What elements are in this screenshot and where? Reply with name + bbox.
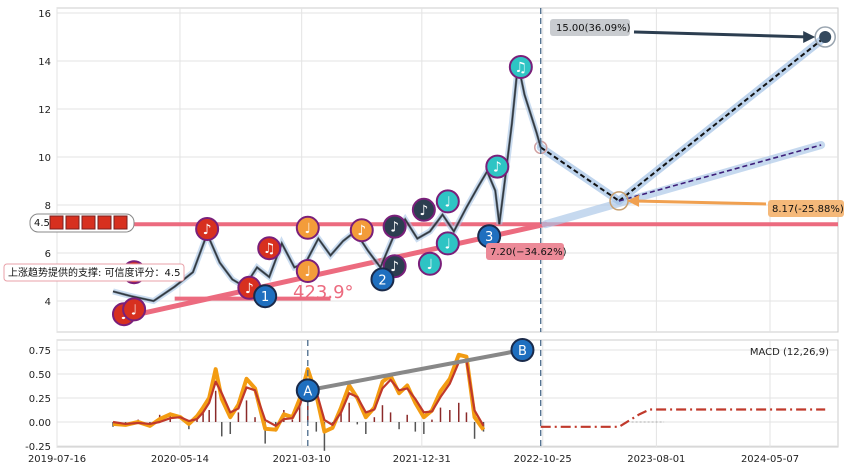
peak-marker (510, 338, 535, 362)
x-tick-label: 2024-05-07 (741, 454, 799, 465)
note-marker-glyph: ♪ (390, 220, 399, 236)
upper-target-arrow (633, 30, 810, 39)
note-marker (349, 218, 374, 243)
price-y-tick-label: 6 (45, 249, 51, 260)
peak-marker (295, 378, 320, 403)
note-marker-glyph: ♫ (263, 241, 276, 257)
note-marker-glyph: ♪ (357, 223, 366, 239)
score-badge: 4.5 (34, 218, 50, 229)
macd-title: MACD (12,26,9) (750, 347, 829, 358)
peak-marker-label: B (518, 344, 527, 359)
macd-forecast-line (540, 408, 826, 428)
note-marker (485, 154, 510, 179)
upper-target-label: 15.00(36.09%) (556, 23, 631, 34)
score-star-icon (65, 215, 80, 230)
score-star-icon (97, 215, 112, 230)
macd-panel-frame (56, 339, 839, 448)
note-marker-glyph: ♩ (131, 302, 138, 318)
x-tick-label: 2020-05-14 (151, 454, 209, 465)
macd-y-tick-label: 0.25 (29, 394, 51, 405)
lower-target-label: 8.17(-25.88%) (772, 204, 844, 215)
label-layer: 15.00(36.09%) 8.17(-25.88%) 7.20(−34.62%) 4… (3, 19, 844, 303)
macd-layer: AB (112, 338, 826, 451)
angle-label: 423.9° (293, 282, 354, 303)
note-marker-glyph: ♪ (419, 203, 428, 219)
note-marker (382, 214, 407, 239)
note-marker (257, 236, 282, 261)
price-y-tick-label: 12 (38, 105, 51, 116)
lower-target-arrowhead (627, 194, 640, 207)
note-marker-glyph: ♪ (203, 222, 212, 238)
note-marker (435, 189, 460, 214)
score-star-icon (81, 215, 96, 230)
wave-number-label: 2 (378, 273, 386, 288)
projection-line-up (618, 36, 826, 202)
price-y-tick-label: 8 (45, 201, 51, 212)
note-marker-glyph: ♪ (245, 281, 254, 297)
macd-y-tick-label: 0.75 (29, 346, 51, 357)
support-text-bg (3, 263, 185, 282)
macd-y-tick-label: 0.00 (29, 418, 51, 429)
price-y-tick-label: 10 (38, 153, 51, 164)
score-star-icon (49, 215, 64, 230)
note-marker (295, 259, 320, 283)
x-tick-label: 2022-10-25 (514, 454, 572, 465)
lower-target-label-bg (768, 200, 844, 217)
note-marker (508, 55, 533, 79)
x-tick-label: 2019-07-16 (28, 454, 86, 465)
note-marker-glyph: ♪ (493, 160, 502, 176)
note-marker-glyph: ♩ (444, 194, 451, 210)
note-marker-glyph: ♩ (427, 257, 434, 273)
price-y-tick-label: 14 (38, 57, 51, 68)
note-marker (417, 251, 442, 276)
note-marker (295, 215, 320, 240)
peak-marker-label: A (303, 384, 312, 399)
note-marker (411, 197, 436, 222)
note-marker (435, 231, 460, 256)
note-marker (122, 297, 147, 322)
x-tick-label: 2021-12-31 (393, 454, 451, 465)
note-marker-glyph: ♪ (390, 259, 399, 275)
x-tick-label: 2021-03-10 (273, 454, 331, 465)
upper-target-arrowhead (803, 31, 816, 43)
macd-y-tick-label: 0.50 (29, 370, 51, 381)
price-y-tick-label: 16 (38, 9, 51, 20)
wave-number-marker (370, 267, 395, 292)
divergence-line (307, 348, 523, 393)
note-marker-glyph: ♩ (444, 236, 451, 252)
uptrend-support-line (114, 221, 549, 322)
upper-target-label-bg (550, 19, 630, 36)
note-marker-glyph: ♫ (515, 60, 528, 76)
support-label: 7.20(−34.62%) (490, 247, 567, 258)
support-text: 上涨趋势提供的支撑: 可信度评分：4.5 (8, 266, 180, 279)
projection-band-down (536, 143, 624, 205)
projection-line-channel (618, 144, 822, 202)
price-swing-line (112, 63, 542, 303)
wave-number-label: 3 (485, 230, 493, 245)
price-y-tick-label: 4 (45, 297, 51, 308)
note-marker-glyph: ♩ (304, 221, 311, 237)
note-marker (195, 217, 220, 241)
support-label-bg (486, 243, 564, 260)
x-tick-label: 2023-08-01 (627, 454, 685, 465)
lower-target-arrow (633, 199, 767, 206)
score-star-icon (113, 215, 128, 230)
upper-target-dot (819, 31, 832, 43)
note-marker-glyph: ♩ (304, 264, 311, 280)
wave-number-label: 1 (261, 290, 269, 305)
wave-number-marker (253, 284, 278, 309)
macd-y-tick-label: -0.25 (25, 442, 51, 453)
